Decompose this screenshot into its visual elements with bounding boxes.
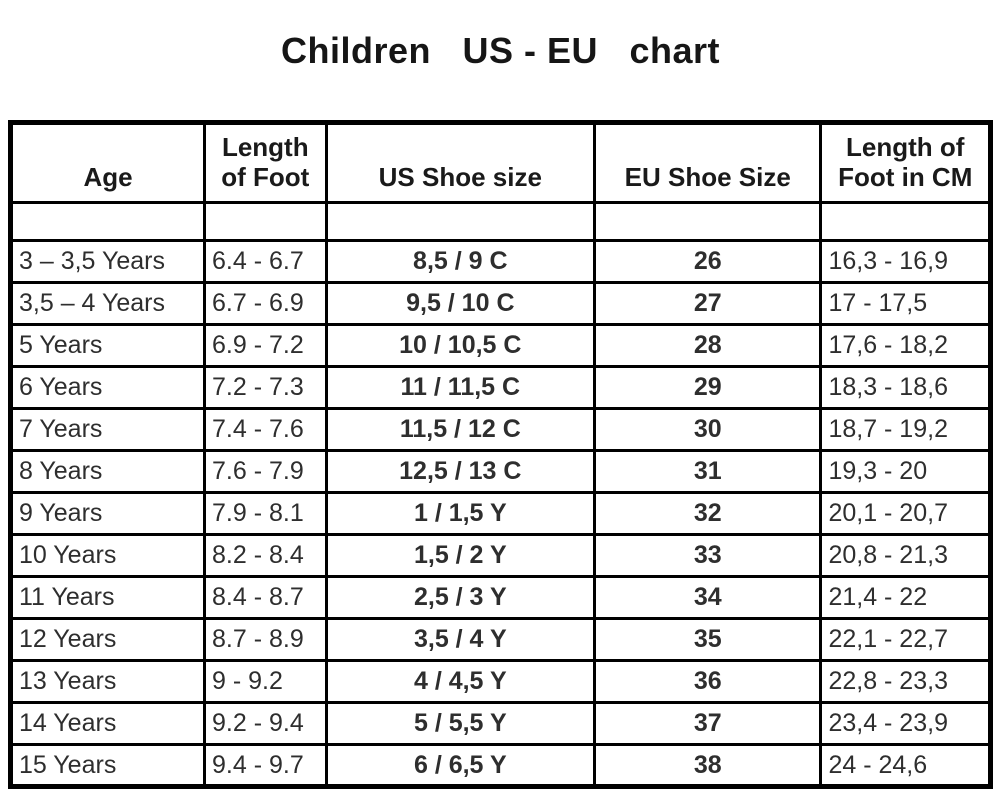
spacer-cell bbox=[8, 201, 207, 242]
cell-us: 9,5 / 10 C bbox=[324, 281, 597, 326]
table-row: 7 Years 7.4 - 7.6 11,5 / 12 C 30 18,7 - … bbox=[8, 407, 992, 452]
cell-eu: 30 bbox=[593, 407, 823, 452]
cell-us: 1 / 1,5 Y bbox=[324, 491, 597, 536]
table-row: 3 – 3,5 Years 6.4 - 6.7 8,5 / 9 C 26 16,… bbox=[8, 239, 992, 284]
cell-us: 8,5 / 9 C bbox=[324, 239, 597, 284]
page-title: Children US - EU chart bbox=[280, 30, 721, 71]
header-age: Age bbox=[8, 121, 207, 204]
cell-age: 8 Years bbox=[8, 449, 207, 494]
table-header-row: Age Length of Foot US Shoe size EU Shoe … bbox=[8, 121, 992, 204]
cell-age: 3 – 3,5 Years bbox=[8, 239, 207, 284]
cell-foot: 7.4 - 7.6 bbox=[203, 407, 328, 452]
cell-eu: 35 bbox=[593, 617, 823, 662]
cell-cm: 19,3 - 20 bbox=[819, 449, 992, 494]
cell-cm: 17 - 17,5 bbox=[819, 281, 992, 326]
cell-cm: 20,8 - 21,3 bbox=[819, 533, 992, 578]
table-row: 6 Years 7.2 - 7.3 11 / 11,5 C 29 18,3 - … bbox=[8, 365, 992, 410]
cell-foot: 9.2 - 9.4 bbox=[203, 701, 328, 746]
table-row: 14 Years 9.2 - 9.4 5 / 5,5 Y 37 23,4 - 2… bbox=[8, 701, 992, 746]
cell-foot: 7.2 - 7.3 bbox=[203, 365, 328, 410]
cell-eu: 38 bbox=[593, 743, 823, 788]
header-foot: Length of Foot bbox=[203, 121, 328, 204]
spacer-cell bbox=[203, 201, 328, 242]
header-eu: EU Shoe Size bbox=[593, 121, 823, 204]
cell-foot: 9.4 - 9.7 bbox=[203, 743, 328, 788]
size-chart-table: Age Length of Foot US Shoe size EU Shoe … bbox=[8, 120, 993, 789]
cell-cm: 18,3 - 18,6 bbox=[819, 365, 992, 410]
cell-age: 10 Years bbox=[8, 533, 207, 578]
header-us: US Shoe size bbox=[324, 121, 597, 204]
cell-foot: 6.9 - 7.2 bbox=[203, 323, 328, 368]
cell-age: 3,5 – 4 Years bbox=[8, 281, 207, 326]
cell-cm: 22,1 - 22,7 bbox=[819, 617, 992, 662]
cell-foot: 8.2 - 8.4 bbox=[203, 533, 328, 578]
cell-us: 11,5 / 12 C bbox=[324, 407, 597, 452]
cell-eu: 37 bbox=[593, 701, 823, 746]
cell-cm: 16,3 - 16,9 bbox=[819, 239, 992, 284]
cell-age: 15 Years bbox=[8, 743, 207, 788]
cell-foot: 6.7 - 6.9 bbox=[203, 281, 328, 326]
cell-foot: 9 - 9.2 bbox=[203, 659, 328, 704]
spacer-cell bbox=[324, 201, 597, 242]
cell-us: 5 / 5,5 Y bbox=[324, 701, 597, 746]
cell-cm: 24 - 24,6 bbox=[819, 743, 992, 788]
table-row: 11 Years 8.4 - 8.7 2,5 / 3 Y 34 21,4 - 2… bbox=[8, 575, 992, 620]
cell-age: 14 Years bbox=[8, 701, 207, 746]
cell-foot: 6.4 - 6.7 bbox=[203, 239, 328, 284]
table-row: 15 Years 9.4 - 9.7 6 / 6,5 Y 38 24 - 24,… bbox=[8, 743, 992, 788]
cell-cm: 23,4 - 23,9 bbox=[819, 701, 992, 746]
cell-age: 13 Years bbox=[8, 659, 207, 704]
cell-cm: 18,7 - 19,2 bbox=[819, 407, 992, 452]
cell-us: 3,5 / 4 Y bbox=[324, 617, 597, 662]
table-row: 12 Years 8.7 - 8.9 3,5 / 4 Y 35 22,1 - 2… bbox=[8, 617, 992, 662]
cell-age: 12 Years bbox=[8, 617, 207, 662]
table-row: 13 Years 9 - 9.2 4 / 4,5 Y 36 22,8 - 23,… bbox=[8, 659, 992, 704]
cell-age: 9 Years bbox=[8, 491, 207, 536]
cell-us: 12,5 / 13 C bbox=[324, 449, 597, 494]
table-row: 5 Years 6.9 - 7.2 10 / 10,5 C 28 17,6 - … bbox=[8, 323, 992, 368]
cell-foot: 7.9 - 8.1 bbox=[203, 491, 328, 536]
table-row: 10 Years 8.2 - 8.4 1,5 / 2 Y 33 20,8 - 2… bbox=[8, 533, 992, 578]
cell-us: 11 / 11,5 C bbox=[324, 365, 597, 410]
cell-us: 10 / 10,5 C bbox=[324, 323, 597, 368]
cell-eu: 34 bbox=[593, 575, 823, 620]
cell-foot: 8.4 - 8.7 bbox=[203, 575, 328, 620]
cell-eu: 27 bbox=[593, 281, 823, 326]
cell-age: 6 Years bbox=[8, 365, 207, 410]
cell-eu: 29 bbox=[593, 365, 823, 410]
cell-cm: 22,8 - 23,3 bbox=[819, 659, 992, 704]
cell-eu: 32 bbox=[593, 491, 823, 536]
cell-eu: 36 bbox=[593, 659, 823, 704]
spacer-cell bbox=[819, 201, 992, 242]
cell-us: 4 / 4,5 Y bbox=[324, 659, 597, 704]
cell-eu: 33 bbox=[593, 533, 823, 578]
cell-eu: 26 bbox=[593, 239, 823, 284]
table-row: 9 Years 7.9 - 8.1 1 / 1,5 Y 32 20,1 - 20… bbox=[8, 491, 992, 536]
cell-eu: 28 bbox=[593, 323, 823, 368]
cell-age: 5 Years bbox=[8, 323, 207, 368]
spacer-row bbox=[8, 201, 992, 242]
cell-cm: 20,1 - 20,7 bbox=[819, 491, 992, 536]
spacer-cell bbox=[593, 201, 823, 242]
cell-eu: 31 bbox=[593, 449, 823, 494]
cell-cm: 17,6 - 18,2 bbox=[819, 323, 992, 368]
cell-age: 11 Years bbox=[8, 575, 207, 620]
header-cm: Length of Foot in CM bbox=[819, 121, 992, 204]
cell-us: 6 / 6,5 Y bbox=[324, 743, 597, 788]
table-row: 8 Years 7.6 - 7.9 12,5 / 13 C 31 19,3 - … bbox=[8, 449, 992, 494]
cell-foot: 7.6 - 7.9 bbox=[203, 449, 328, 494]
table-row: 3,5 – 4 Years 6.7 - 6.9 9,5 / 10 C 27 17… bbox=[8, 281, 992, 326]
cell-us: 2,5 / 3 Y bbox=[324, 575, 597, 620]
cell-age: 7 Years bbox=[8, 407, 207, 452]
cell-cm: 21,4 - 22 bbox=[819, 575, 992, 620]
cell-foot: 8.7 - 8.9 bbox=[203, 617, 328, 662]
cell-us: 1,5 / 2 Y bbox=[324, 533, 597, 578]
